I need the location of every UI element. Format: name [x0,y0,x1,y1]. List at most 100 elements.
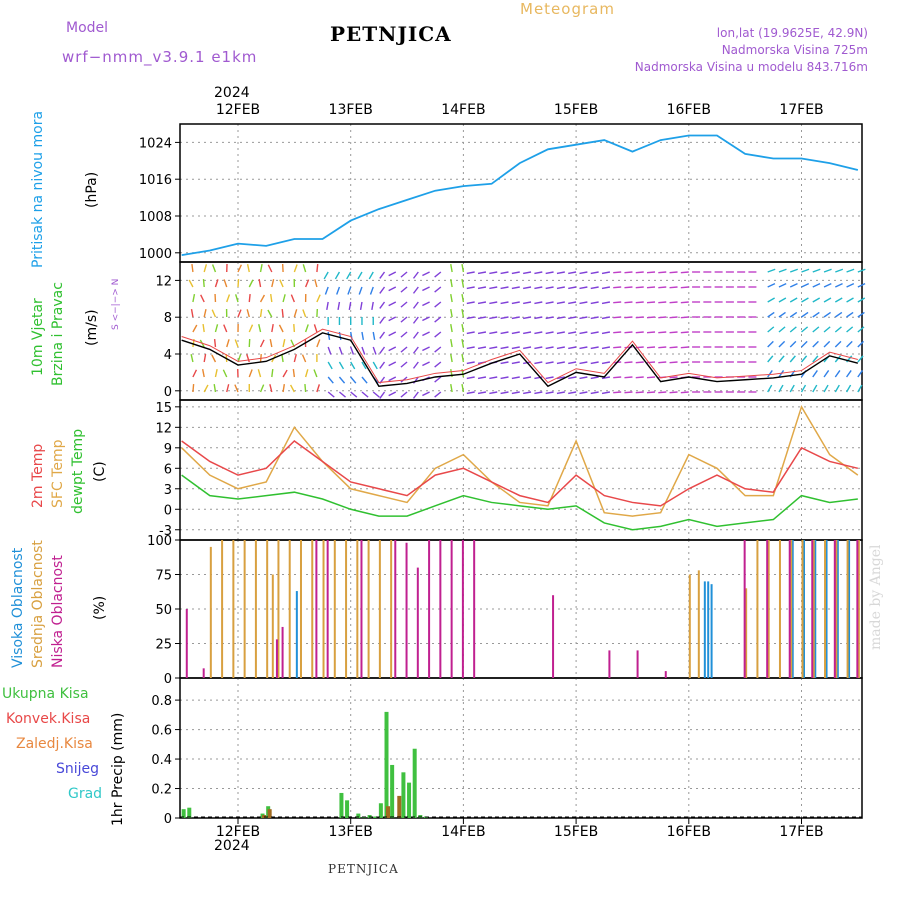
wind-arrow [812,268,821,273]
wind-arrow [568,301,577,305]
wind-arrow [846,282,855,288]
wind-arrow [400,346,408,353]
wind-arrow [258,324,262,333]
date-tick-bottom: 16FEB [667,824,711,840]
wind-arrow [461,308,465,318]
wind-arrow [646,391,656,394]
y-tick-label: 0 [164,672,172,687]
wind-arrow [450,338,453,348]
wind-arrow [846,340,853,348]
cloud-bar [394,540,397,678]
cloud-bar [703,581,706,678]
wind-arrow [579,331,588,335]
wind-arrow [568,376,577,380]
wind-arrow [835,282,843,288]
wind-arrow [400,331,408,338]
wind-arrow [422,316,430,322]
wind-arrow [246,264,250,273]
wind-arrow [812,297,821,303]
wind-arrow [857,384,863,393]
y-tick-label: 50 [155,603,172,618]
wind-arrow [835,268,844,273]
wind-arrow [379,286,386,294]
wind-arrow [812,384,818,393]
wind-arrow [646,271,656,274]
wind-arrow [789,297,798,303]
wind-arrow [635,391,644,394]
wind-arrow [834,326,842,333]
wind-arrow [191,263,194,273]
wind-arrow [203,309,207,318]
wind-arrow [511,376,520,380]
precip-bar [187,807,192,818]
wind-arrow [412,271,419,279]
wind-arrow [477,376,487,380]
wind-arrow [282,369,288,378]
wind-arrow [568,316,577,320]
wind-arrow [388,316,397,322]
wind-arrow [271,279,275,288]
wind-arrow [434,376,442,383]
wind-arrow [388,376,397,382]
wind-arrow [590,346,599,350]
cloud-bar [367,540,370,678]
y-tick-label: 12 [155,274,172,289]
wind-arrow [778,311,786,318]
wind-arrow [371,301,374,311]
wind-arrow [601,361,611,365]
wind-arrow [534,346,543,350]
cloud-bar [461,540,464,678]
wind-arrow [646,316,656,319]
wind-arrow [281,353,284,363]
wind-arrow [237,354,242,363]
wind-arrow [767,297,775,303]
wind-arrow [789,268,798,273]
wind-arrow [361,346,366,355]
wind-arrow [226,339,230,348]
wind-arrow [477,331,487,335]
wind-arrow [834,297,843,303]
cloud-bar [697,570,700,678]
wind-arrow [523,301,532,305]
wind-arrow [279,279,284,288]
wind-arrow [434,286,442,293]
precip-bar [407,782,412,818]
cloud-bar [743,540,746,678]
wind-arrow [450,383,453,393]
wind-arrow [477,316,487,320]
wind-arrow [203,264,208,273]
cloud-bar [664,671,667,678]
wind-arrow [511,286,520,290]
wind-arrow [669,316,678,319]
wind-arrow [412,301,419,309]
wind-arrow [388,391,397,397]
wind-arrow [545,316,554,320]
wind-arrow [304,324,309,333]
wind-arrow [258,278,262,288]
wind-arrow [846,268,855,273]
date-tick-bottom: 14FEB [441,824,485,840]
wind-arrow [767,282,776,288]
cloud-bar [688,574,691,678]
wind-arrow [658,391,667,394]
wind-arrow [511,271,520,275]
y-tick-label: 0 [164,385,172,400]
wind-arrow [857,326,865,333]
wind-arrow [789,384,795,393]
y-tick-label: -3 [159,524,172,539]
wind-arrow [635,376,644,379]
wind-arrow [500,361,509,365]
wind-arrow [327,331,331,341]
wind-arrow [461,278,465,288]
cloud-bar [311,540,314,678]
cloud-bar [322,540,325,678]
wind-arrow [461,383,465,393]
wind-arrow [834,355,841,363]
wind-arrow [347,286,352,295]
cloud-bar [254,540,257,678]
wind-arrow [316,339,321,348]
wind-arrow [823,311,831,318]
wind-arrow [466,346,475,350]
wind-arrow [246,354,250,363]
